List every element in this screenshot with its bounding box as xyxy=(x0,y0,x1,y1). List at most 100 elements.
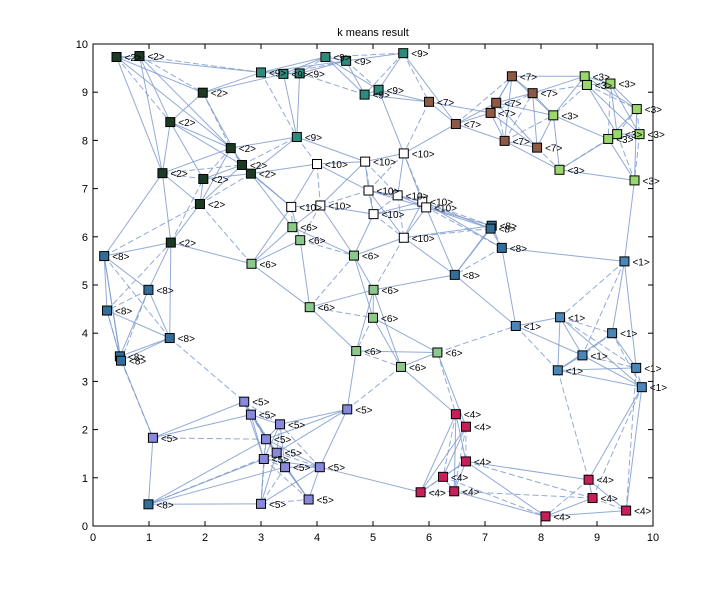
point-label: <1> xyxy=(568,313,585,324)
data-point-cluster-5 xyxy=(314,462,325,473)
data-point-cluster-1 xyxy=(636,382,647,393)
graph-edge xyxy=(251,263,311,308)
x-tick-label: 10 xyxy=(647,532,659,544)
point-label: <6> xyxy=(409,363,426,374)
graph-edge xyxy=(422,201,492,227)
graph-edge xyxy=(453,426,467,492)
graph-edge xyxy=(545,479,589,517)
data-point-cluster-6 xyxy=(351,346,362,357)
graph-edge xyxy=(299,72,365,96)
graph-edge xyxy=(403,237,456,276)
graph-edge xyxy=(425,206,503,249)
data-point-cluster-1 xyxy=(552,365,563,376)
graph-edge xyxy=(199,164,243,205)
point-label: <8> xyxy=(510,244,527,255)
graph-edge xyxy=(552,75,586,116)
graph-edge xyxy=(545,497,593,517)
data-point-cluster-3 xyxy=(634,129,645,140)
graph-edge xyxy=(454,247,503,276)
graph-edge xyxy=(557,370,590,480)
point-label: <7> xyxy=(545,144,562,155)
x-tick-label: 3 xyxy=(258,532,264,544)
graph-edge xyxy=(263,458,309,500)
graph-edge xyxy=(553,114,609,140)
graph-edge xyxy=(607,83,611,139)
point-label: <9> xyxy=(373,91,390,102)
graph-edge xyxy=(276,452,320,468)
point-label: <3> xyxy=(643,176,660,187)
point-label: <7> xyxy=(437,98,454,109)
data-point-cluster-4 xyxy=(460,456,471,467)
data-point-cluster-2 xyxy=(111,52,122,63)
graph-edge xyxy=(402,52,430,103)
point-labels: <2> <2><2><2><2><2><2><2><2><2><2><9> <9><… xyxy=(112,49,667,523)
graph-edge xyxy=(309,306,357,352)
graph-edge xyxy=(378,89,405,154)
point-label: <3> xyxy=(616,135,633,146)
point-label: <2> xyxy=(250,161,267,172)
graph-edge xyxy=(346,52,404,62)
graph-edge xyxy=(296,136,366,163)
data-point-cluster-5 xyxy=(258,454,269,465)
data-point-cluster-2 xyxy=(165,237,176,248)
graph-edge xyxy=(260,439,267,504)
data-point-cluster-6 xyxy=(295,235,306,246)
point-label: <6> xyxy=(300,223,317,234)
graph-edge xyxy=(325,56,365,95)
point-label: <2> xyxy=(208,200,225,211)
y-tick-label: 2 xyxy=(82,425,88,437)
point-label: <3> xyxy=(645,105,662,116)
data-point-cluster-4 xyxy=(587,493,598,504)
data-point-cluster-3 xyxy=(554,164,565,175)
data-point-cluster-5 xyxy=(280,462,291,473)
data-point-cluster-3 xyxy=(605,78,616,89)
graph-edge xyxy=(169,337,245,403)
data-point-cluster-7 xyxy=(485,107,496,118)
graph-edge xyxy=(106,310,170,339)
chart-title: k means result xyxy=(337,27,409,39)
data-point-cluster-9 xyxy=(278,68,289,79)
data-point-cluster-6 xyxy=(246,258,257,269)
graph-edge xyxy=(353,213,375,256)
graph-edge xyxy=(422,201,503,249)
graph-edge xyxy=(454,228,491,276)
point-label: <2> xyxy=(179,239,196,250)
graph-edge xyxy=(465,460,589,481)
point-label: <10> xyxy=(412,149,435,160)
graph-edge xyxy=(103,256,122,361)
point-label: <6> xyxy=(362,252,379,263)
graph-edge xyxy=(147,437,154,505)
graph-edge xyxy=(279,424,286,468)
graph-edge xyxy=(299,205,321,241)
graph-edge xyxy=(403,123,457,154)
graph-edge xyxy=(120,360,154,438)
data-point-cluster-10 xyxy=(421,202,432,213)
graph-edge xyxy=(169,92,204,123)
graph-edge xyxy=(425,207,456,276)
data-point-cluster-7 xyxy=(491,97,502,108)
data-point-cluster-1 xyxy=(631,362,642,373)
data-point-cluster-3 xyxy=(629,175,640,186)
graph-edge xyxy=(260,72,298,138)
data-point-cluster-4 xyxy=(621,505,632,516)
graph-edge xyxy=(625,367,637,511)
point-label: <6> xyxy=(259,260,276,271)
x-tick-label: 2 xyxy=(202,532,208,544)
point-label: <6> xyxy=(445,348,462,359)
graph-edge xyxy=(120,337,170,362)
data-point-cluster-2 xyxy=(157,168,168,179)
y-tick-label: 3 xyxy=(82,376,88,388)
data-point-cluster-3 xyxy=(603,133,614,144)
point-label: <7> xyxy=(520,72,537,83)
y-tick-label: 8 xyxy=(82,135,88,147)
point-label: <1> xyxy=(644,364,661,375)
graph-edge xyxy=(170,203,201,243)
point-label: <10> xyxy=(328,201,351,212)
graph-edge xyxy=(609,83,618,135)
point-label: <7> xyxy=(499,109,516,120)
data-point-cluster-2 xyxy=(134,51,145,62)
data-point-cluster-8 xyxy=(143,284,154,295)
data-point-cluster-5 xyxy=(147,432,158,443)
graph-edge xyxy=(611,332,643,388)
